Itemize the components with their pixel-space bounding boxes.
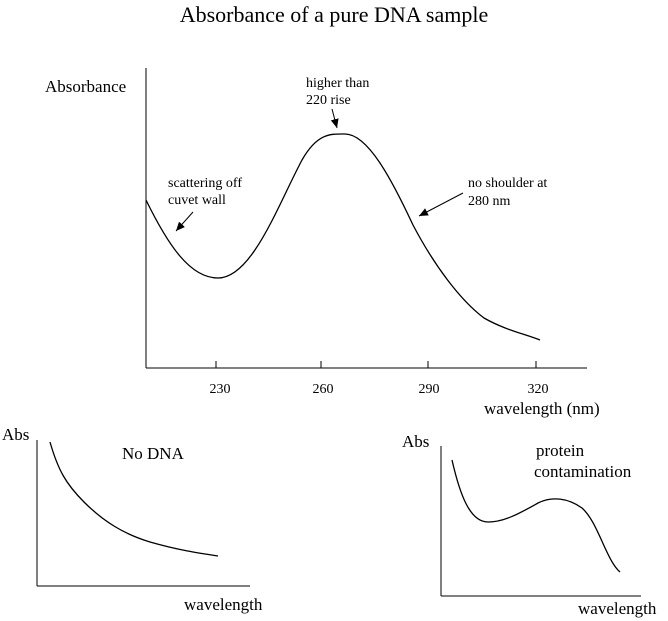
- protein-label-line1: protein: [536, 441, 585, 460]
- main-tick-label-290: 290: [419, 382, 440, 397]
- chart-title: Absorbance of a pure DNA sample: [180, 2, 489, 27]
- annotation-shoulder-line2: 280 nm: [468, 194, 511, 209]
- protein-chart: Abs wavelength protein contamination: [402, 432, 657, 618]
- annotation-peak-line2: 220 rise: [306, 93, 351, 108]
- annotation-peak-arrow: [330, 108, 339, 129]
- no-dna-curve: [49, 441, 219, 557]
- main-absorbance-curve: [145, 133, 541, 341]
- no-dna-x-label: wavelength: [184, 595, 263, 614]
- protein-label-line2: contamination: [534, 462, 632, 481]
- no-dna-label: No DNA: [122, 444, 185, 463]
- no-dna-y-label: Abs: [2, 425, 29, 444]
- main-x-label: wavelength (nm): [484, 399, 600, 418]
- annotation-shoulder-arrow: [418, 192, 464, 217]
- main-chart: 230 260 290 320 Absorbance wavelength (n…: [45, 68, 600, 418]
- no-dna-chart: Abs wavelength No DNA: [2, 425, 263, 614]
- protein-y-label: Abs: [402, 432, 429, 451]
- annotation-peak-line1: higher than: [306, 76, 369, 91]
- main-tick-label-320: 320: [528, 382, 549, 397]
- annotation-scatter-line1: scattering off: [168, 176, 242, 191]
- main-y-label: Absorbance: [45, 77, 126, 96]
- main-tick-label-230: 230: [210, 382, 231, 397]
- protein-curve: [451, 459, 621, 573]
- main-tick-label-260: 260: [313, 382, 334, 397]
- annotation-scatter-arrow: [175, 211, 194, 232]
- annotation-scatter-line2: cuvet wall: [168, 193, 226, 208]
- protein-x-label: wavelength: [578, 599, 657, 618]
- annotation-shoulder-line1: no shoulder at: [468, 176, 547, 191]
- main-ticks: [215, 361, 537, 368]
